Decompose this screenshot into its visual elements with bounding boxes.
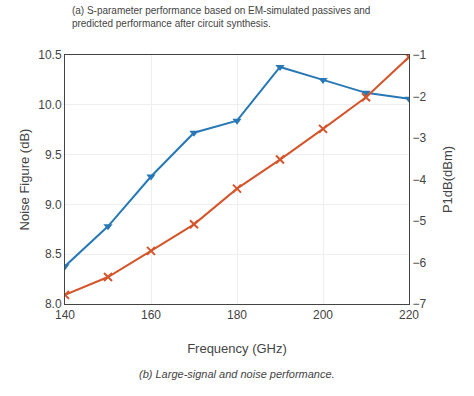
svg-text:P1dB(dBm): P1dB(dBm) <box>440 146 455 213</box>
svg-text:−2: −2 <box>412 90 426 104</box>
svg-text:−3: −3 <box>412 131 426 145</box>
svg-text:10.5: 10.5 <box>38 48 62 62</box>
svg-text:Noise Figure (dB): Noise Figure (dB) <box>17 129 32 231</box>
svg-text:(a) S-parameter performance ba: (a) S-parameter performance based on EM-… <box>72 5 370 29</box>
svg-text:(b) Large-signal and noise per: (b) Large-signal and noise performance. <box>139 368 335 380</box>
svg-text:8.5: 8.5 <box>45 247 62 261</box>
svg-text:−5: −5 <box>412 214 426 228</box>
svg-text:−4: −4 <box>412 173 426 187</box>
svg-text:−1: −1 <box>412 48 426 62</box>
svg-text:160: 160 <box>141 308 161 322</box>
svg-text:220: 220 <box>399 308 419 322</box>
svg-text:200: 200 <box>313 308 333 322</box>
svg-text:9.5: 9.5 <box>45 148 62 162</box>
svg-text:180: 180 <box>227 308 247 322</box>
svg-text:−7: −7 <box>412 297 426 311</box>
svg-text:−6: −6 <box>412 256 426 270</box>
svg-text:9.0: 9.0 <box>45 198 62 212</box>
svg-text:140: 140 <box>55 308 75 322</box>
svg-text:8.0: 8.0 <box>45 297 62 311</box>
svg-text:Frequency (GHz): Frequency (GHz) <box>187 341 287 356</box>
svg-text:10.0: 10.0 <box>38 98 62 112</box>
